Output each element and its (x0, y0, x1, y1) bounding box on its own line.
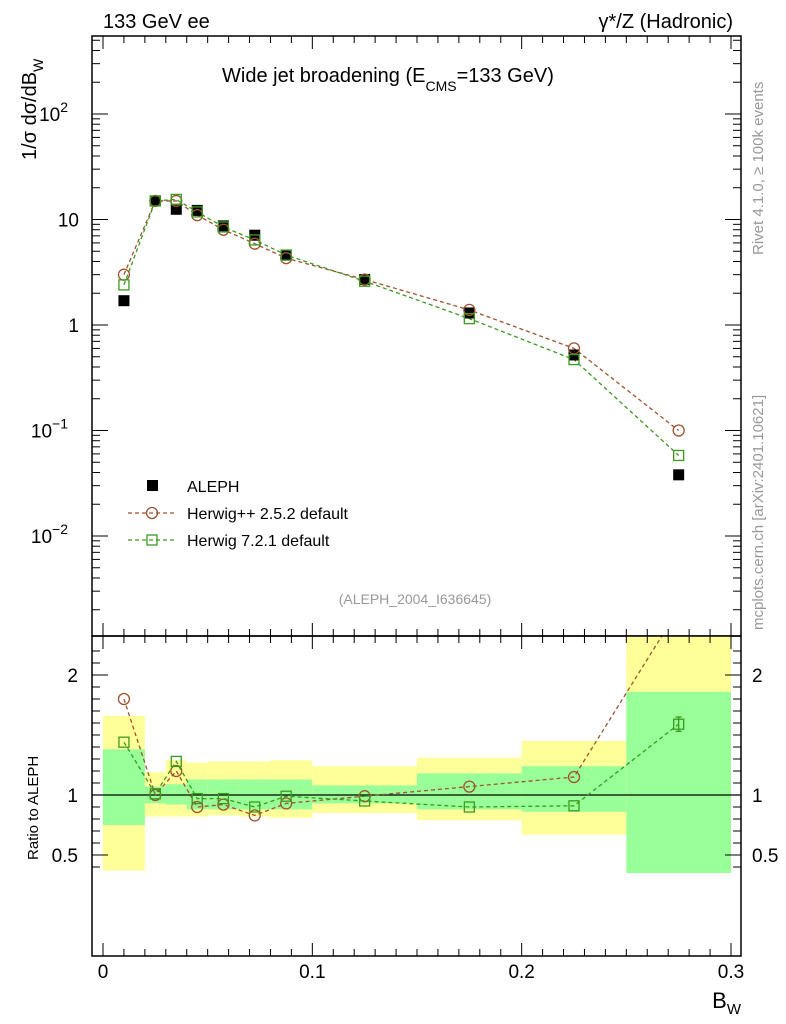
main-series-line (123, 200, 680, 432)
plot-title-sub: CMS (425, 78, 456, 94)
ratio-series-line (123, 636, 663, 817)
aleph-data-point (118, 295, 130, 307)
aleph-data-point (673, 469, 685, 481)
main-y-axis-label-main: 1/σ dσ/dB (19, 72, 41, 160)
x-tick-label: 0.3 (718, 962, 744, 983)
aleph-data-point (217, 220, 229, 232)
ratio-herwig7-point (359, 795, 371, 807)
ratio-band-green (417, 773, 522, 810)
herwig7-point (118, 279, 130, 291)
main-y-tick-label: 10−2 (31, 521, 68, 548)
legend-marker-herwigpp (145, 506, 159, 520)
ratio-herwig7-point (118, 736, 130, 748)
ratio-y-tick-label-right: 2 (752, 666, 763, 687)
herwigpp-point (672, 424, 685, 437)
ratio-herwigpp-point (567, 770, 581, 784)
x-tick-label: 0.2 (508, 962, 534, 983)
ratio-herwigpp-point (248, 809, 261, 822)
main-y-tick-label: 1 (68, 316, 79, 337)
header-left: 133 GeV ee (103, 11, 210, 33)
x-tick-label: 0 (98, 962, 109, 983)
ratio-herwig7-point (280, 790, 292, 802)
main-axis-ticks: 102 10 1 10−1 10−2 (31, 36, 741, 636)
herwig7-point (149, 195, 161, 207)
herwig7-point (568, 353, 580, 366)
ratio-band-green (521, 766, 627, 812)
rivet-label: Rivet 4.1.0, ≥ 100k events (750, 82, 767, 255)
ratio-plot-marks (117, 636, 685, 822)
herwigpp-point (463, 303, 476, 317)
header-right: γ*/Z (Hadronic) (599, 11, 733, 33)
legend: ALEPH Herwig++ 2.5.2 default Herwig 7.2.… (128, 479, 349, 550)
main-y-tick-label: 10 (58, 211, 79, 232)
main-plot-marks (117, 193, 685, 481)
mcplots-label: mcplots.cern.ch [arXiv:2401.10621] (750, 395, 767, 630)
ratio-herwig7-point (568, 800, 580, 812)
main-y-axis-label: 1/σ dσ/dBW (19, 58, 46, 160)
plot-title-tail: =133 GeV) (457, 65, 554, 87)
ratio-herwig7-point (170, 755, 182, 768)
ratio-herwig7-point (463, 801, 475, 813)
herwigpp-point (567, 342, 581, 355)
aleph-data-point (191, 204, 203, 216)
legend-label-herwig7: Herwig 7.2.1 default (187, 533, 330, 550)
ratio-y-tick-label-right: 1 (752, 786, 763, 807)
ratio-y-tick-label-left: 0.5 (52, 846, 78, 867)
aleph-data-point (280, 249, 292, 261)
ratio-herwig7-point (217, 792, 230, 805)
x-axis-label: BW (712, 988, 742, 1018)
legend-marker-herwig7 (146, 534, 158, 546)
aleph-data-point (359, 273, 371, 285)
ratio-herwigpp-point (217, 798, 230, 811)
legend-marker-aleph (147, 480, 158, 491)
ratio-y-tick-label-left: 1 (67, 786, 78, 807)
ratio-herwigpp-point (280, 797, 293, 810)
herwig7-point (249, 234, 261, 246)
x-axis-label-main: B (712, 988, 727, 1013)
ratio-uncertainty-bands (103, 636, 731, 873)
ratio-herwigpp-point (463, 780, 476, 793)
aleph-data-point (170, 203, 182, 215)
aleph-data-point (149, 195, 161, 207)
ratio-plot-panel: 0 0.1 0.2 0.3 2 2 1 1 0.5 0.5 Ratio to ALEPH BW (25, 635, 778, 1018)
herwig7-point (217, 221, 230, 233)
ratio-herwig7-point (249, 801, 261, 813)
ratio-y-tick-label-right: 0.5 (752, 846, 778, 867)
main-y-tick-label: 10−1 (31, 416, 68, 443)
herwig7-point (170, 193, 182, 206)
ratio-y-tick-label-left: 2 (67, 666, 78, 687)
ratio-axis-ticks: 0 0.1 0.2 0.3 2 2 1 1 0.5 0.5 (52, 636, 778, 983)
ratio-herwig7-point (673, 718, 685, 730)
ratio-herwig7-point (191, 792, 203, 805)
plot-title: Wide jet broadening (ECMS=133 GeV) (222, 65, 554, 94)
ratio-band-green (103, 749, 145, 825)
herwig7-point (280, 249, 292, 261)
plot-title-main: Wide jet broadening (E (222, 65, 425, 87)
ratio-series-line (123, 723, 680, 808)
herwig7-point (359, 275, 371, 287)
legend-label-aleph: ALEPH (187, 479, 239, 496)
herwig7-point (673, 449, 685, 462)
main-y-tick-label: 102 (39, 99, 68, 126)
legend-label-herwigpp: Herwig++ 2.5.2 default (187, 506, 349, 523)
main-plot-panel: 102 10 1 10−1 10−2 Wide jet broadening (ECMS… (19, 35, 742, 637)
herwig7-point (463, 312, 475, 325)
x-axis-label-sub: W (727, 1001, 742, 1018)
main-series-line (123, 198, 680, 456)
ratio-herwigpp-point (117, 692, 131, 706)
analysis-id: (ALEPH_2004_I636645) (339, 591, 492, 607)
ratio-herwigpp-point (191, 800, 204, 814)
ratio-y-axis-label: Ratio to ALEPH (25, 756, 42, 860)
herwig7-point (191, 206, 203, 218)
ratio-series-group (117, 636, 685, 822)
x-tick-label: 0.1 (299, 962, 325, 983)
main-y-axis-label-sub: W (30, 58, 46, 72)
ratio-herwig7-point (149, 788, 161, 800)
